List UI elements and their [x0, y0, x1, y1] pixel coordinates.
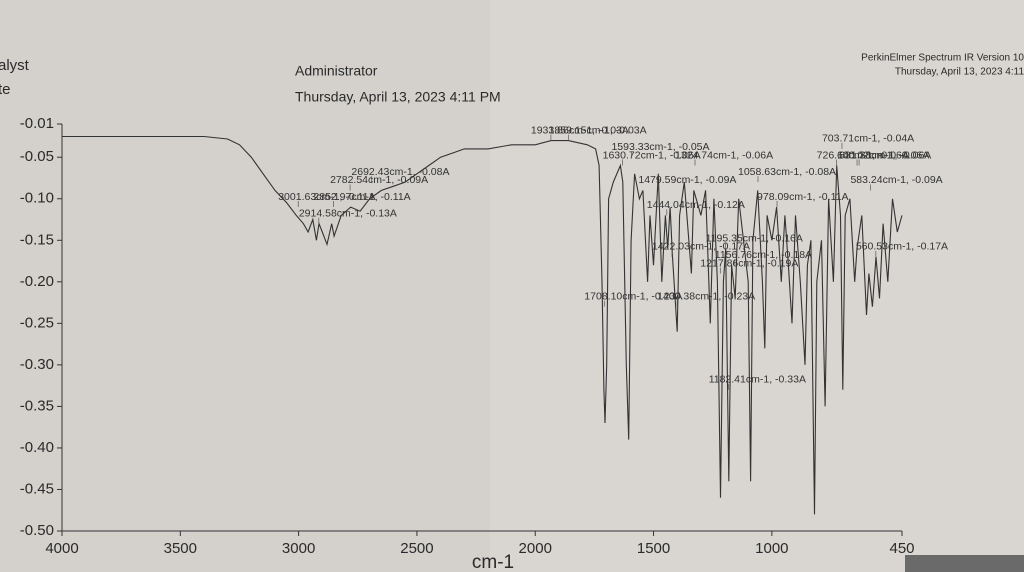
- annotation: 640.02cm-1, -0.06A: [837, 149, 929, 161]
- annotation: 1479.59cm-1, -0.09A: [638, 174, 736, 186]
- y-tick-label: -0.01: [20, 115, 54, 132]
- annotation: 631.38cm-1, -0.06A: [839, 149, 931, 161]
- annotation: 1156.76cm-1, -0.18A: [715, 249, 812, 261]
- annotation: 1708.10cm-1, -0.23A: [584, 291, 682, 303]
- x-axis-label: cm-1: [472, 552, 514, 572]
- annotation: 1324.74cm-1, -0.06A: [675, 149, 773, 161]
- annotation: 1859.15cm-1, -0.03A: [549, 124, 647, 136]
- x-tick-label: 2500: [400, 540, 433, 557]
- y-tick-label: -0.35: [20, 397, 54, 414]
- y-tick-label: -0.10: [20, 190, 54, 207]
- annotation: 2852.97cm-1, -0.11A: [313, 191, 410, 203]
- annotation: 1182.41cm-1, -0.33A: [709, 374, 806, 386]
- annotation: 1058.63cm-1, -0.08A: [738, 166, 836, 178]
- header-left: alyst: [0, 57, 30, 74]
- spectrum-line: [62, 135, 903, 515]
- y-tick-label: -0.50: [20, 522, 54, 539]
- annotation: 3001.63cm-1, -0.11A: [278, 191, 375, 203]
- y-tick-label: -0.45: [20, 480, 54, 497]
- annotation: 703.71cm-1, -0.04A: [822, 133, 914, 145]
- x-tick-label: 3500: [164, 540, 197, 557]
- y-tick-label: -0.20: [20, 273, 54, 290]
- paper-left-page: [0, 0, 490, 572]
- annotation: 560.53cm-1, -0.17A: [856, 241, 948, 253]
- annotation: 1630.72cm-1, -0.06A: [603, 149, 701, 161]
- annotation: 1400.38cm-1, -0.23A: [657, 291, 755, 303]
- y-tick-label: -0.30: [20, 356, 54, 373]
- y-tick-label: -0.25: [20, 314, 54, 331]
- annotation: 1933.86cm-1, -0.03A: [531, 124, 629, 136]
- user: Administrator: [295, 63, 378, 79]
- annotation: 2782.54cm-1, -0.09A: [330, 174, 428, 186]
- desk: [905, 555, 1024, 572]
- annotation: 2914.58cm-1, -0.13A: [299, 207, 397, 219]
- annotation: 1217.86cm-1, -0.19A: [700, 257, 798, 269]
- x-tick-label: 450: [889, 540, 914, 557]
- x-tick-label: 3000: [282, 540, 315, 557]
- software: PerkinElmer Spectrum IR Version 10: [861, 53, 1024, 64]
- y-tick-label: -0.40: [20, 439, 54, 456]
- annotation: 1444.04cm-1, -0.12A: [647, 199, 745, 211]
- annotation: 2692.43cm-1, -0.08A: [351, 166, 449, 178]
- date-right: Thursday, April 13, 2023 4:11: [895, 67, 1024, 78]
- annotation: 1195.35cm-1, -0.16A: [706, 232, 803, 244]
- x-tick-label: 1500: [637, 540, 670, 557]
- annotation: 978.09cm-1, -0.11A: [757, 191, 848, 203]
- y-tick-label: -0.15: [20, 231, 54, 248]
- x-tick-label: 4000: [45, 540, 78, 557]
- date: Thursday, April 13, 2023 4:11 PM: [295, 89, 501, 105]
- x-tick-label: 2000: [519, 540, 552, 557]
- y-tick-label: -0.05: [20, 148, 54, 165]
- annotation: 583.24cm-1, -0.09A: [850, 174, 942, 186]
- annotation: 726.10cm-1, -0.06A: [817, 149, 909, 161]
- header-left: te: [0, 81, 11, 98]
- annotation: 1593.33cm-1, -0.05A: [611, 141, 709, 153]
- x-tick-label: 1000: [755, 540, 788, 557]
